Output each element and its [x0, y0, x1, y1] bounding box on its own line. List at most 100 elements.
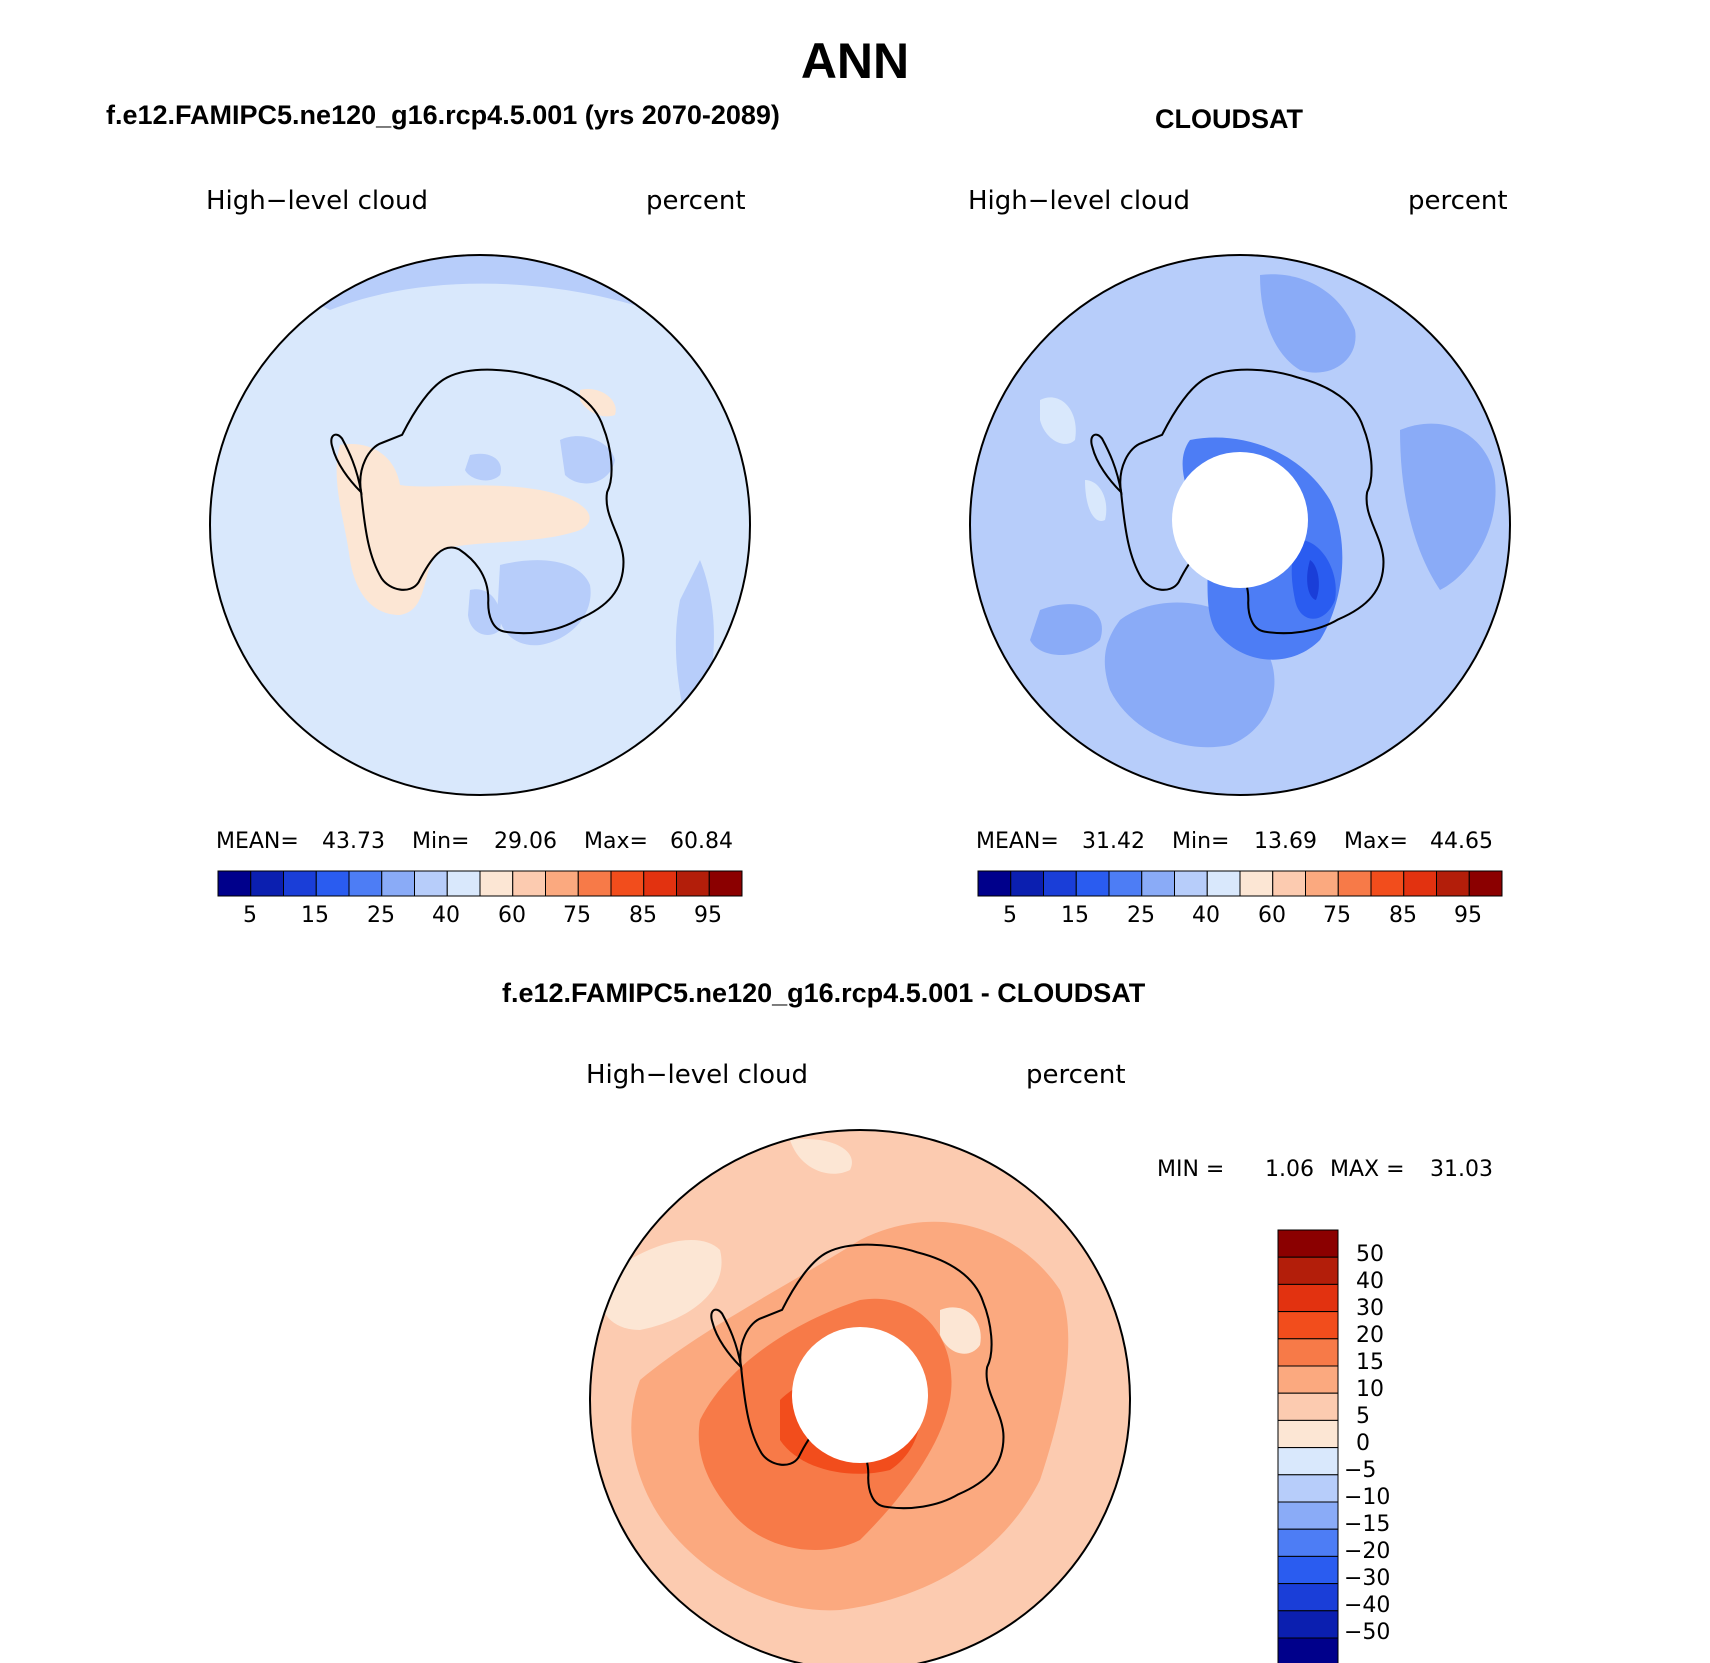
colorbar-cell — [545, 870, 579, 897]
panel1-title: f.e12.FAMIPC5.ne120_g16.rcp4.5.001 (yrs … — [106, 100, 780, 130]
colorbar-cell — [1277, 1474, 1339, 1503]
colorbar-cell — [1277, 1311, 1339, 1340]
panel1-min-value: 29.06 — [494, 829, 557, 854]
colorbar-cell — [1206, 870, 1241, 897]
colorbar-cell — [1468, 870, 1503, 897]
colorbar-cell — [643, 870, 677, 897]
panel2-min-label: Min= — [1172, 829, 1230, 854]
colorbar-cell — [577, 870, 612, 897]
colorbar-cell — [1277, 1283, 1339, 1313]
panel1-mean-value: 43.73 — [322, 829, 385, 854]
colorbar-cell — [1277, 1528, 1339, 1557]
colorbar-cell — [315, 870, 350, 897]
panel2-colorbar-label: 40 — [1192, 903, 1220, 928]
panel3-units-label: percent — [1026, 1060, 1126, 1090]
colorbar-cell — [1174, 870, 1208, 897]
panel1-units-label: percent — [646, 186, 746, 216]
colorbar-cell — [1370, 870, 1405, 897]
colorbar-cell — [708, 870, 743, 897]
panel2-colorbar — [977, 870, 1503, 897]
panel2-variable-label: High−level cloud — [968, 186, 1191, 216]
panel2-colorbar-label: 5 — [1003, 903, 1017, 928]
panel3-colorbar-label: 30 — [1356, 1296, 1384, 1321]
colorbar-cell — [1277, 1338, 1339, 1367]
panel3-colorbar-label: −15 — [1344, 1512, 1391, 1537]
panel3-min-value: 1.06 — [1265, 1157, 1314, 1182]
colorbar-cell — [1277, 1447, 1339, 1476]
panel3-max-label: MAX = — [1330, 1157, 1405, 1182]
panel2-colorbar-label: 85 — [1389, 903, 1417, 928]
panel3-map — [589, 1129, 1131, 1663]
panel2-colorbar-label: 75 — [1323, 903, 1351, 928]
panel1-map — [209, 254, 751, 796]
panel3-colorbar-label: −5 — [1344, 1458, 1377, 1483]
panel3-colorbar-label: −30 — [1344, 1566, 1391, 1591]
panel3-colorbar-label: −50 — [1344, 1620, 1391, 1645]
colorbar-cell — [512, 870, 546, 897]
colorbar-cell — [446, 870, 481, 897]
panel2-mean-label: MEAN= — [976, 829, 1059, 854]
panel1-variable-label: High−level cloud — [206, 186, 429, 216]
panel3-variable-label: High−level cloud — [586, 1060, 809, 1090]
panel2-colorbar-label: 15 — [1061, 903, 1089, 928]
colorbar-cell — [250, 870, 284, 897]
colorbar-cell — [348, 870, 383, 897]
panel1-colorbar-label: 85 — [629, 903, 657, 928]
panel3-colorbar-label: −10 — [1344, 1485, 1391, 1510]
panel2-units-label: percent — [1408, 186, 1508, 216]
colorbar-cell — [1277, 1637, 1339, 1663]
colorbar-cell — [610, 870, 645, 897]
panel2-colorbar-label: 95 — [1454, 903, 1482, 928]
panel1-colorbar-label: 75 — [563, 903, 591, 928]
figure-title: ANN — [800, 33, 910, 89]
panel2-min-value: 13.69 — [1254, 829, 1317, 854]
colorbar-cell — [1277, 1229, 1339, 1258]
panel2-map — [969, 254, 1511, 796]
panel2-max-value: 44.65 — [1430, 829, 1493, 854]
panel1-min-label: Min= — [412, 829, 470, 854]
colorbar-cell — [283, 870, 317, 897]
colorbar-cell — [1277, 1501, 1339, 1530]
colorbar-cell — [1337, 870, 1372, 897]
panel3-colorbar-label: 5 — [1356, 1404, 1370, 1429]
panel3-polar-gap — [792, 1327, 928, 1463]
colorbar-cell — [217, 870, 252, 897]
colorbar-cell — [1108, 870, 1143, 897]
colorbar-cell — [1277, 1583, 1339, 1612]
panel1-max-label: Max= — [584, 829, 648, 854]
panel1-colorbar — [217, 870, 743, 897]
colorbar-cell — [1075, 870, 1110, 897]
panel2-colorbar-label: 25 — [1127, 903, 1155, 928]
panel3-colorbar-label: 0 — [1356, 1431, 1370, 1456]
colorbar-cell — [1277, 1365, 1339, 1394]
panel3-colorbar-label: 40 — [1356, 1269, 1384, 1294]
colorbar-cell — [1277, 1555, 1339, 1585]
panel3-min-label: MIN = — [1157, 1157, 1225, 1182]
panel1-colorbar-label: 40 — [432, 903, 460, 928]
panel3-colorbar-label: −40 — [1344, 1593, 1391, 1618]
panel1-colorbar-label: 15 — [301, 903, 329, 928]
panel3-colorbar — [1277, 1229, 1339, 1663]
panel3-colorbar-label: −20 — [1344, 1539, 1391, 1564]
colorbar-cell — [1277, 1419, 1339, 1449]
panel2-max-label: Max= — [1344, 829, 1408, 854]
panel3-title: f.e12.FAMIPC5.ne120_g16.rcp4.5.001 - CLO… — [502, 978, 1146, 1008]
colorbar-cell — [414, 870, 448, 897]
panel3-colorbar-label: 50 — [1356, 1242, 1384, 1267]
colorbar-cell — [1272, 870, 1306, 897]
colorbar-cell — [1010, 870, 1044, 897]
panel3-max-value: 31.03 — [1430, 1157, 1493, 1182]
colorbar-cell — [1141, 870, 1175, 897]
panel2-colorbar-label: 60 — [1258, 903, 1286, 928]
colorbar-cell — [977, 870, 1012, 897]
colorbar-cell — [676, 870, 710, 897]
panel2-polar-gap — [1172, 452, 1308, 588]
panel1-colorbar-label: 95 — [694, 903, 722, 928]
panel1-colorbar-label: 25 — [367, 903, 395, 928]
panel2-mean-value: 31.42 — [1082, 829, 1145, 854]
panel2-title: CLOUDSAT — [1155, 104, 1303, 134]
colorbar-cell — [1436, 870, 1470, 897]
colorbar-cell — [1277, 1392, 1339, 1421]
colorbar-cell — [1277, 1610, 1339, 1639]
